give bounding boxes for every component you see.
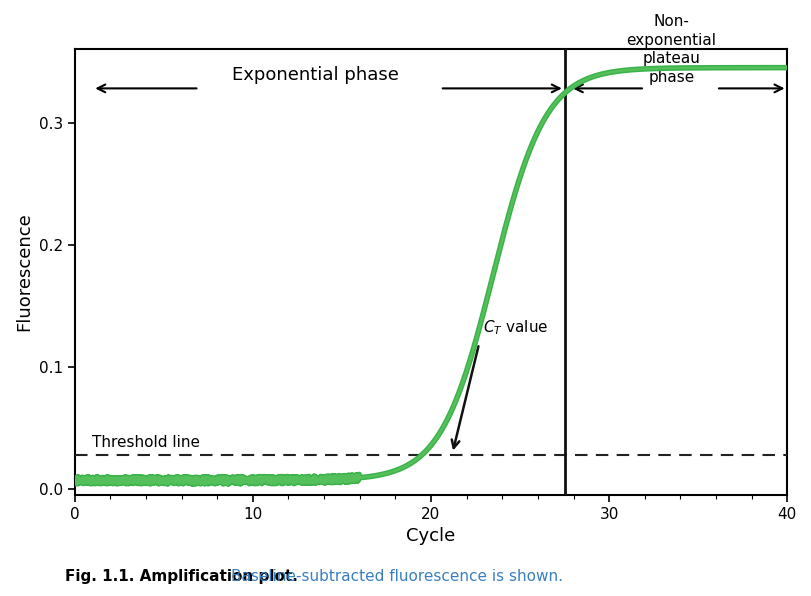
Text: $C_T$ value: $C_T$ value: [482, 319, 547, 337]
X-axis label: Cycle: Cycle: [406, 527, 455, 545]
Y-axis label: Fluorescence: Fluorescence: [15, 213, 33, 331]
Text: Baseline-subtracted fluorescence is shown.: Baseline-subtracted fluorescence is show…: [231, 569, 563, 584]
Text: Fig. 1.1. Amplification plot.: Fig. 1.1. Amplification plot.: [65, 569, 298, 584]
Text: Exponential phase: Exponential phase: [231, 66, 398, 83]
Text: Threshold line: Threshold line: [92, 434, 200, 450]
Text: Non-
exponential
plateau
phase: Non- exponential plateau phase: [626, 14, 715, 85]
